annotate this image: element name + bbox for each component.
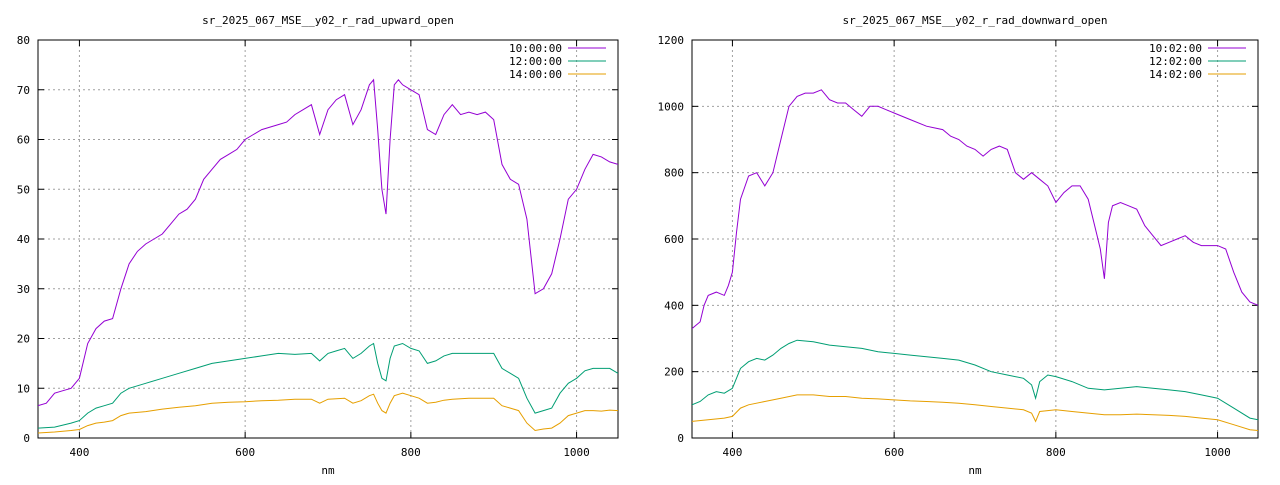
x-tick-label: 600	[235, 446, 255, 459]
x-tick-label: 800	[401, 446, 421, 459]
x-tick-label: 1000	[1204, 446, 1231, 459]
y-tick-label: 40	[17, 233, 30, 246]
y-tick-label: 800	[664, 167, 684, 180]
y-tick-label: 30	[17, 283, 30, 296]
series-line-3	[692, 394, 1258, 432]
legend-label-3: 14:02:00	[1149, 68, 1202, 81]
x-axis-label: nm	[968, 464, 982, 477]
legend-label-1: 10:02:00	[1149, 42, 1202, 55]
chart-title: sr_2025_067_MSE__y02_r_rad_upward_open	[202, 14, 454, 27]
y-tick-label: 1200	[658, 34, 685, 47]
chart-title: sr_2025_067_MSE__y02_r_rad_downward_open	[843, 14, 1108, 27]
x-tick-label: 800	[1046, 446, 1066, 459]
x-tick-label: 400	[722, 446, 742, 459]
series-line-2	[38, 342, 618, 429]
chart-upward-svg: sr_2025_067_MSE__y02_r_rad_upward_open 0 1…	[17, 14, 619, 477]
y-tick-label: 200	[664, 366, 684, 379]
series-line-1	[692, 89, 1258, 329]
y-tick-label: 0	[677, 432, 684, 445]
chart-downward-svg: sr_2025_067_MSE__y02_r_rad_downward_open…	[658, 14, 1259, 477]
plot-frame	[691, 39, 1259, 439]
series-line-2	[692, 339, 1258, 421]
chart-downward: sr_2025_067_MSE__y02_r_rad_downward_open…	[640, 0, 1280, 480]
series-line-1	[38, 78, 618, 407]
y-tick-label: 600	[664, 233, 684, 246]
legend-label-2: 12:00:00	[509, 55, 562, 68]
y-tick-label: 1000	[658, 100, 685, 113]
x-axis-label: nm	[321, 464, 335, 477]
x-tick-label: 600	[884, 446, 904, 459]
y-tick-label: 60	[17, 134, 30, 147]
x-tick-label: 1000	[563, 446, 590, 459]
legend-label-3: 14:00:00	[509, 68, 562, 81]
y-tick-label: 70	[17, 84, 30, 97]
chart-upward: sr_2025_067_MSE__y02_r_rad_upward_open 0 1…	[0, 0, 640, 480]
series-line-3	[38, 392, 618, 434]
y-tick-label: 50	[17, 183, 30, 196]
legend-label-2: 12:02:00	[1149, 55, 1202, 68]
y-tick-label: 10	[17, 382, 30, 395]
plot-frame	[37, 39, 619, 439]
y-tick-label: 0	[23, 432, 30, 445]
y-tick-label: 20	[17, 333, 30, 346]
x-tick-label: 400	[69, 446, 89, 459]
legend-label-1: 10:00:00	[509, 42, 562, 55]
y-tick-label: 80	[17, 34, 30, 47]
y-tick-label: 400	[664, 299, 684, 312]
